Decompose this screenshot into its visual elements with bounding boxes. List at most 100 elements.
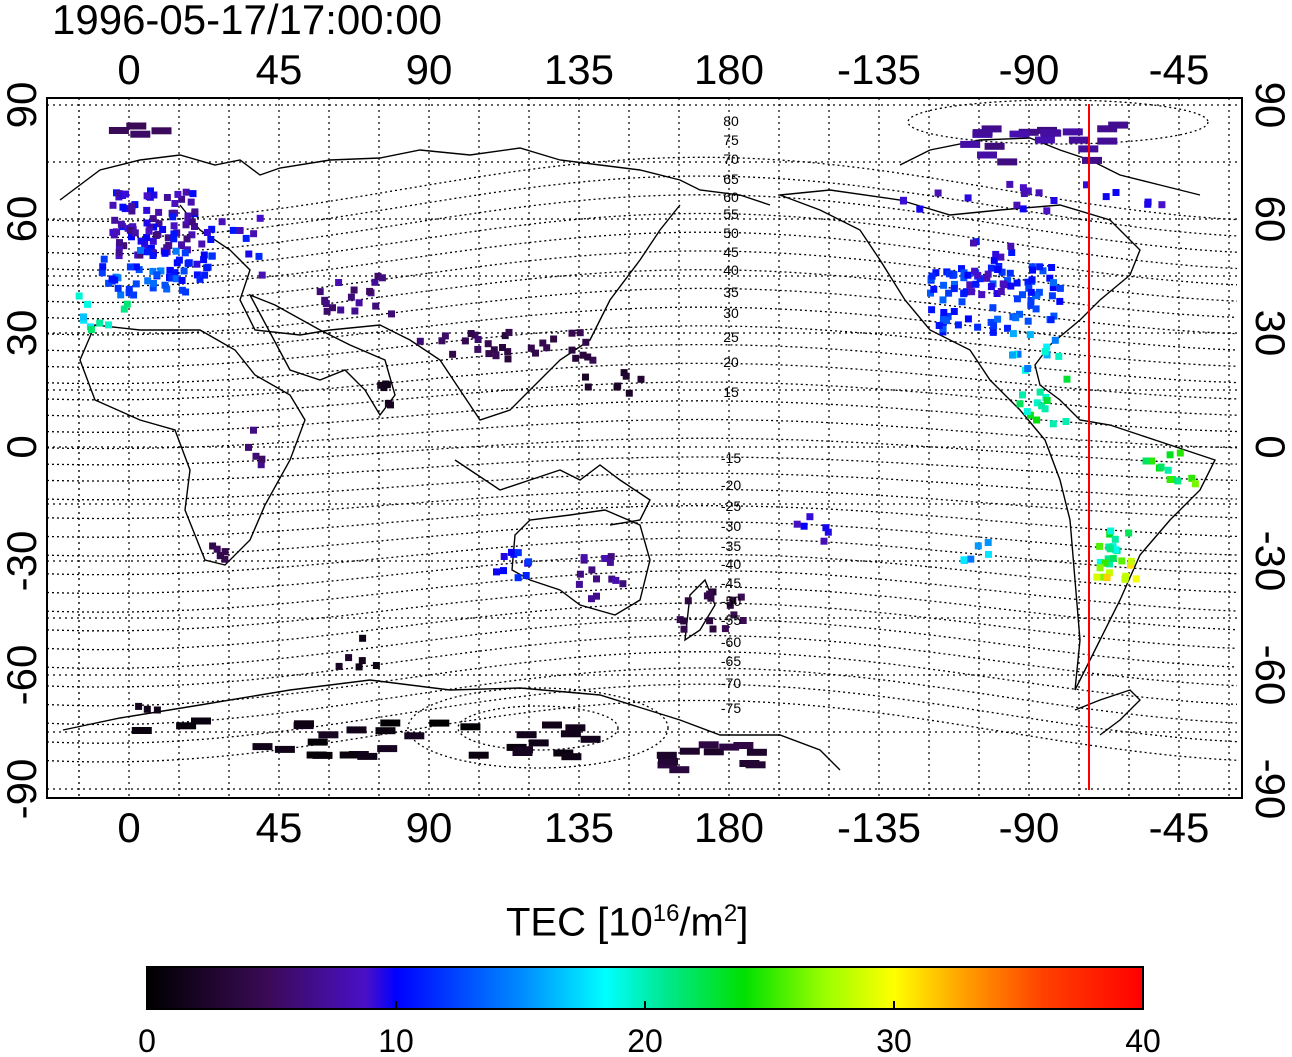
tec-cell (504, 355, 512, 363)
tec-cell (1109, 555, 1117, 562)
tec-cell (1051, 336, 1059, 344)
tec-cell (346, 726, 367, 734)
lon-tick-label: 135 (544, 46, 614, 93)
tec-cell (229, 226, 237, 234)
contour-label: 75 (723, 132, 739, 148)
tec-cell (1103, 574, 1111, 582)
tec-cell (1000, 281, 1008, 289)
tec-cell (940, 309, 948, 316)
tec-cell (1032, 292, 1040, 300)
tec-cell (182, 188, 190, 196)
tec-cell (707, 594, 715, 602)
tec-cell (209, 542, 217, 550)
tec-cell (184, 212, 192, 220)
lon-tick-label: -135 (837, 804, 921, 851)
tec-cell (132, 280, 140, 288)
tec-cell (934, 189, 942, 197)
tec-cell (189, 190, 197, 198)
tec-cell (170, 230, 178, 238)
tec-cell (371, 278, 379, 286)
tec-cell (120, 305, 128, 313)
tec-cell (525, 558, 533, 566)
tec-cell (474, 345, 482, 353)
tec-cell (1006, 180, 1014, 188)
contour-label: 40 (723, 262, 739, 278)
tec-cell (1174, 477, 1182, 485)
tec-cell (155, 220, 163, 228)
tec-cell (193, 260, 201, 268)
tec-cell (989, 328, 997, 336)
tec-cell (312, 751, 333, 759)
tec-cell (250, 230, 258, 238)
tec-cell (542, 721, 562, 729)
tec-cell (490, 346, 498, 354)
contour-label: 25 (723, 329, 739, 345)
colorbar-title: TEC [1016/m2] (506, 900, 749, 945)
tec-cell (703, 748, 724, 756)
tec-cell (620, 369, 628, 377)
tec-cell (307, 738, 328, 746)
tec-cell (168, 274, 176, 282)
tec-cell (145, 248, 153, 256)
lon-tick-label: 135 (544, 804, 614, 851)
lat-tick-label: 30 (1247, 310, 1292, 357)
tec-cell (514, 549, 522, 557)
contour-label: -75 (721, 700, 741, 716)
tec-cell (1106, 560, 1114, 568)
tec-cell (1012, 314, 1020, 322)
lat-tick-label: 30 (0, 310, 45, 357)
tec-cell (218, 218, 226, 226)
tec-cell (974, 542, 982, 550)
tec-cell (1033, 416, 1041, 424)
colorbar-ticks: 0 10 20 30 40 (138, 1001, 1161, 1057)
tec-cell (508, 548, 515, 556)
tec-cell (1019, 391, 1026, 399)
tec-cell (1028, 276, 1036, 284)
lon-tick-label: 45 (256, 46, 303, 93)
tec-cell (131, 727, 152, 734)
tec-cell (75, 292, 83, 300)
tec-cell (108, 127, 129, 134)
tec-cell (207, 236, 215, 243)
tec-cell (927, 289, 934, 297)
tec-cell (729, 596, 737, 604)
contour-label: 15 (723, 384, 739, 400)
tec-cell (438, 337, 446, 345)
lon-tick-label: 180 (694, 804, 764, 851)
tec-cell (191, 717, 211, 725)
tec-cell (171, 200, 179, 207)
tec-cell (122, 190, 130, 198)
tec-cell (149, 237, 157, 245)
tec-cell (726, 601, 734, 609)
lat-ticks-right: 90 60 30 0 -30 -60 -90 (1247, 82, 1292, 820)
contour-label: -30 (721, 518, 741, 534)
tec-cell (322, 300, 330, 307)
tec-cell (593, 575, 600, 583)
tec-cell (1112, 546, 1120, 554)
tec-cell (1096, 564, 1104, 572)
tec-cell (174, 190, 182, 198)
tec-cell (146, 223, 154, 231)
tec-cell (987, 283, 995, 291)
tec-cell (733, 742, 754, 749)
tec-cell (316, 288, 324, 296)
tec-cell (1157, 463, 1165, 471)
tec-cell (1043, 207, 1051, 215)
tec-cell (1039, 267, 1047, 275)
tec-cell (560, 730, 581, 738)
lat-tick-label: 90 (0, 82, 45, 129)
tec-cell (739, 617, 747, 624)
tec-cell (252, 743, 273, 751)
contour-label: 70 (723, 151, 739, 167)
tec-cell (1041, 348, 1049, 356)
tec-cell (1027, 297, 1035, 304)
tec-cell (932, 269, 940, 277)
tec-cell (130, 291, 138, 299)
tec-cell (822, 524, 830, 532)
tec-cell (1097, 137, 1118, 145)
tec-cell (166, 266, 174, 274)
tec-cell (145, 227, 153, 235)
lat-tick-label: -60 (0, 645, 45, 706)
colorbar-tick-label: 30 (876, 1023, 912, 1057)
tec-cell (1026, 411, 1034, 419)
